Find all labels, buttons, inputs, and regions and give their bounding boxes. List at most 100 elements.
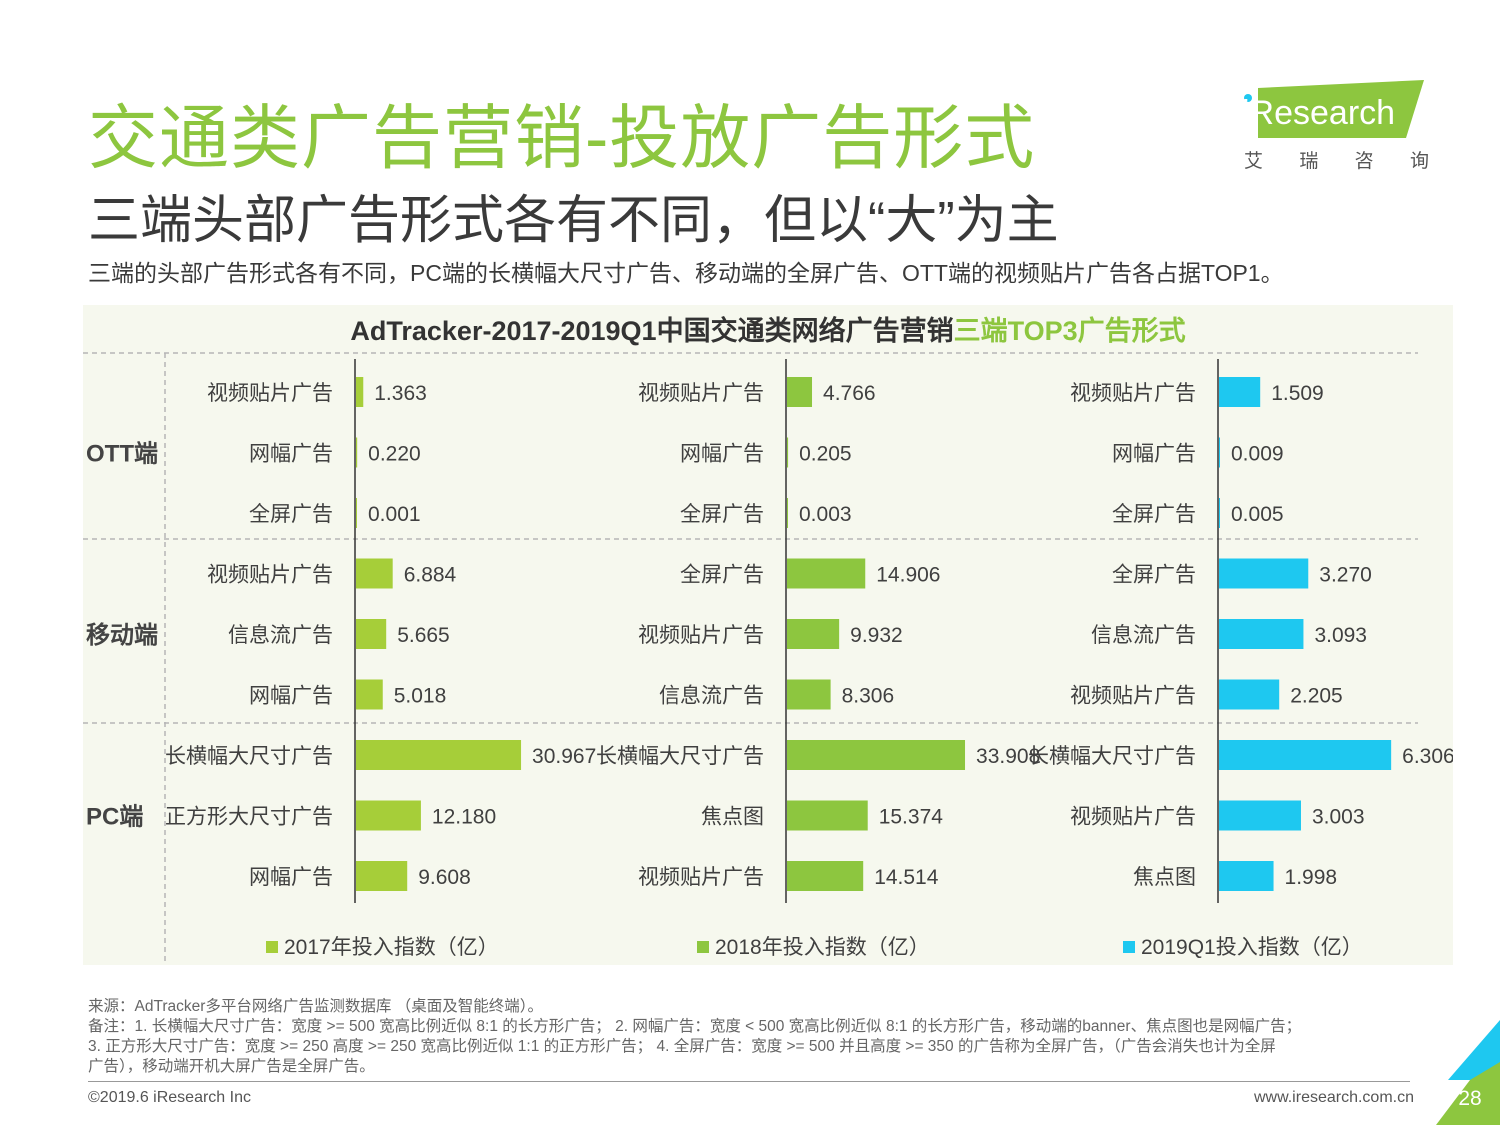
data-label: 9.608 <box>418 866 471 889</box>
data-label: 30.967 <box>532 745 596 768</box>
bar <box>787 619 840 649</box>
bar <box>356 800 421 831</box>
chart-title: AdTracker-2017-2019Q1中国交通类网络广告营销三端TOP3广告… <box>350 315 1185 346</box>
data-label: 15.374 <box>879 806 944 829</box>
logo-chinese: 艾 瑞 咨 询 <box>1244 146 1429 173</box>
data-label: 6.884 <box>404 564 457 587</box>
category-label: 全屏广告 <box>680 503 764 526</box>
data-label: 1.998 <box>1285 866 1338 889</box>
bar <box>1219 619 1304 649</box>
data-label: 8.306 <box>842 685 895 708</box>
logo-char: 瑞 <box>1299 151 1319 172</box>
bar <box>356 619 387 649</box>
category-label: 信息流广告 <box>1091 624 1196 647</box>
category-label: 网幅广告 <box>249 685 333 708</box>
chart-panel: AdTracker-2017-2019Q1中国交通类网络广告营销三端TOP3广告… <box>83 305 1453 965</box>
logo-char: 咨 <box>1354 151 1374 172</box>
page-number: 28 <box>1458 1087 1482 1110</box>
data-label: 12.180 <box>432 806 496 829</box>
category-label: 视频贴片广告 <box>638 624 764 647</box>
summary-text: 三端的头部广告形式各有不同，PC端的长横幅大尺寸广告、移动端的全屏广告、OTT端… <box>88 260 1284 286</box>
chart-title-highlight: 三端TOP3广告形式 <box>954 316 1186 346</box>
bar <box>1219 498 1220 528</box>
group-label: PC端 <box>86 804 143 831</box>
data-label: 33.908 <box>976 745 1040 768</box>
category-label: 视频贴片广告 <box>1070 806 1196 829</box>
bar <box>356 558 393 589</box>
bar <box>1219 861 1274 891</box>
data-label: 3.093 <box>1314 624 1367 647</box>
data-label: 14.906 <box>876 564 940 587</box>
bar <box>787 558 866 589</box>
bar <box>787 861 864 891</box>
category-label: 网幅广告 <box>249 443 333 466</box>
data-label: 0.220 <box>368 443 421 466</box>
logo-char: 艾 <box>1244 151 1264 172</box>
page-subtitle: 三端头部广告形式各有不同，但以“大”为主 <box>88 192 1059 250</box>
bar <box>356 437 358 468</box>
bar <box>356 377 364 407</box>
logo-text: iResearch <box>1242 94 1395 132</box>
data-label: 1.509 <box>1271 382 1324 405</box>
bar <box>1219 740 1392 770</box>
remark-line-1: 备注：1. 长横幅大尺寸广告：宽度 >= 500 宽高比例近似 8:1 的长方形… <box>88 1018 1302 1035</box>
category-label: 信息流广告 <box>659 685 764 708</box>
category-label: 网幅广告 <box>249 866 333 889</box>
category-label: 焦点图 <box>701 806 764 829</box>
data-label: 4.766 <box>823 382 876 405</box>
data-label: 6.306 <box>1402 745 1453 768</box>
bar <box>1219 377 1261 407</box>
footer-divider <box>88 1081 1410 1082</box>
iresearch-logo: iResearch <box>1242 80 1424 138</box>
bar <box>1219 679 1280 710</box>
bar <box>1219 437 1220 468</box>
data-label: 9.932 <box>850 624 903 647</box>
data-label: 0.003 <box>799 503 852 526</box>
footer-notes: 来源：AdTracker多平台网络广告监测数据库 （桌面及智能终端）。 备注：1… <box>88 997 1428 1077</box>
data-label: 0.009 <box>1231 443 1284 466</box>
category-label: 视频贴片广告 <box>1070 382 1196 405</box>
bar <box>356 679 383 710</box>
group-label: 移动端 <box>86 622 158 649</box>
legend-label: 2017年投入指数（亿） <box>284 936 499 959</box>
category-label: 视频贴片广告 <box>1070 685 1196 708</box>
data-label: 3.003 <box>1312 806 1365 829</box>
bar <box>787 377 813 407</box>
category-label: 信息流广告 <box>228 624 333 647</box>
category-label: 视频贴片广告 <box>207 382 333 405</box>
bar <box>356 498 357 528</box>
group-label: OTT端 <box>86 441 158 468</box>
data-label: 14.514 <box>874 866 939 889</box>
category-label: 网幅广告 <box>1112 443 1196 466</box>
data-label: 0.205 <box>799 443 852 466</box>
bar <box>787 498 788 528</box>
bar <box>787 679 831 710</box>
legend-swatch <box>697 941 709 953</box>
legend-swatch <box>1123 941 1135 953</box>
data-label: 0.001 <box>368 503 421 526</box>
bar <box>787 740 966 770</box>
legend-label: 2019Q1投入指数（亿） <box>1141 936 1363 959</box>
corner-decoration <box>1436 1020 1500 1125</box>
data-label: 5.665 <box>397 624 450 647</box>
category-label: 视频贴片广告 <box>638 866 764 889</box>
bar <box>787 437 789 468</box>
category-label: 长横幅大尺寸广告 <box>165 745 333 768</box>
category-label: 长横幅大尺寸广告 <box>596 745 764 768</box>
data-label: 3.270 <box>1319 564 1372 587</box>
bar <box>1219 800 1301 831</box>
website-link[interactable]: www.iresearch.com.cn <box>1253 1089 1414 1106</box>
remark-line-3: 广告），移动端开机大屏广告是全屏广告。 <box>88 1058 375 1075</box>
bar <box>356 861 408 891</box>
category-label: 全屏广告 <box>1112 503 1196 526</box>
chart-title-main: AdTracker-2017-2019Q1中国交通类网络广告营销 <box>350 315 953 346</box>
remark-line-2: 3. 正方形大尺寸广告：宽度 >= 250 高度 >= 250 宽高比例近似 1… <box>88 1038 1276 1055</box>
category-label: 网幅广告 <box>680 443 764 466</box>
category-label: 全屏广告 <box>680 564 764 587</box>
copyright: ©2019.6 iResearch Inc <box>88 1089 251 1106</box>
data-label: 2.205 <box>1290 685 1343 708</box>
bar-chart: AdTracker-2017-2019Q1中国交通类网络广告营销三端TOP3广告… <box>83 315 1453 965</box>
legend-label: 2018年投入指数（亿） <box>715 936 930 959</box>
category-label: 长横幅大尺寸广告 <box>1028 745 1196 768</box>
legend-swatch <box>266 941 278 953</box>
